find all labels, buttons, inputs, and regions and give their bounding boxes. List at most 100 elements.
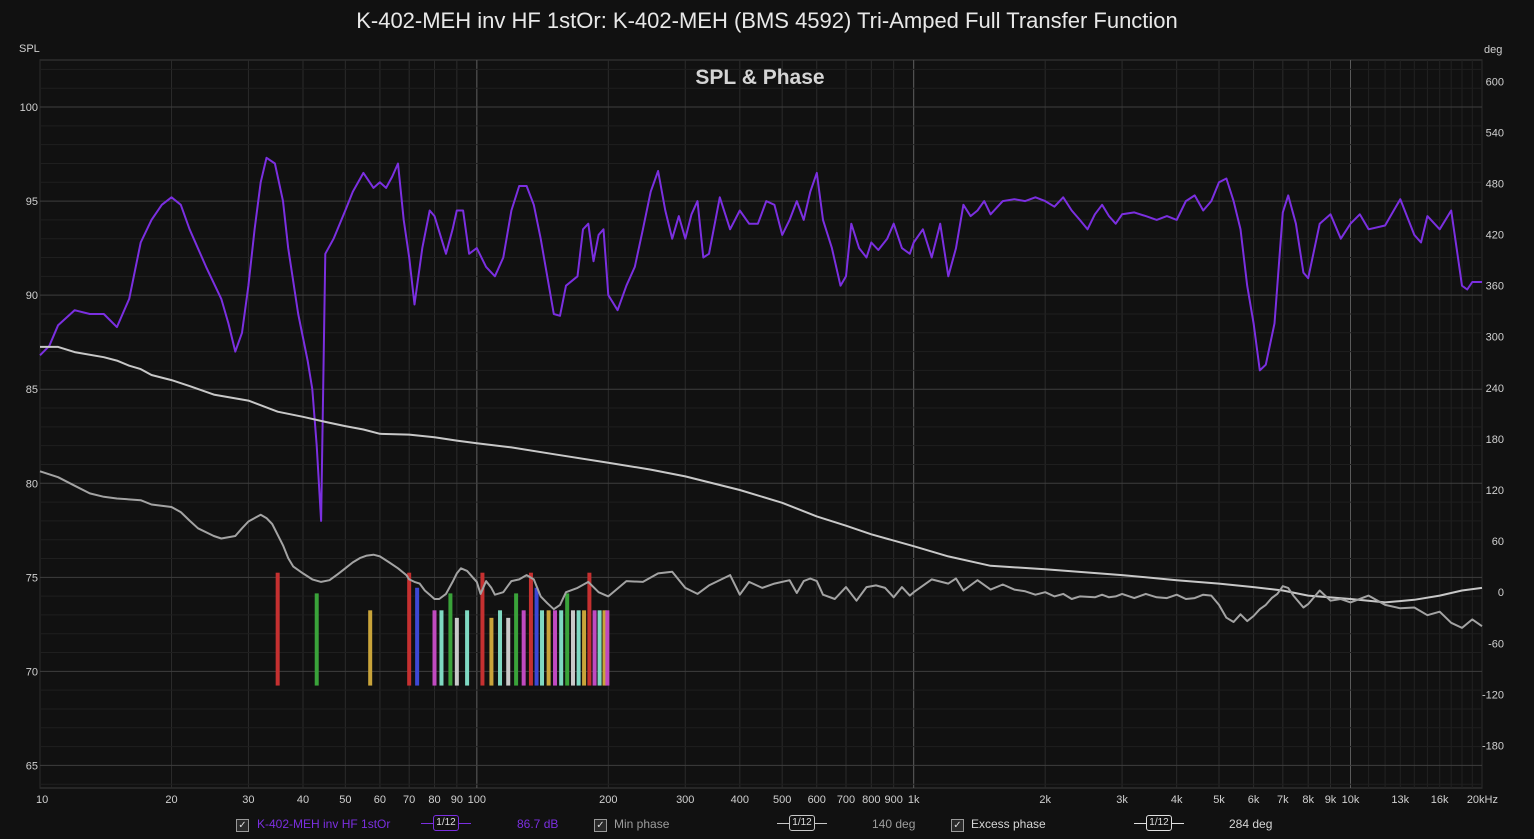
x-tick-label: 3k (1116, 794, 1128, 806)
right-tick-label: -180 (1482, 740, 1504, 752)
x-tick-label: 200 (599, 794, 617, 806)
left-tick-label: 90 (26, 290, 38, 302)
bar-marker (587, 572, 592, 686)
x-tick-label: 80 (428, 794, 440, 806)
spl-smoothing-control[interactable]: 1/12 (421, 815, 471, 831)
x-tick-label: 20 (165, 794, 177, 806)
excess-phase-readout: 284 deg (1229, 817, 1273, 831)
x-tick-label: 20kHz (1467, 794, 1498, 806)
left-tick-label: 85 (26, 384, 38, 396)
bar-marker (534, 587, 539, 686)
x-tick-label: 5k (1213, 794, 1225, 806)
x-tick-label: 500 (773, 794, 791, 806)
x-tick-label: 400 (731, 794, 749, 806)
bar-marker (275, 572, 280, 686)
excess-phase-checkbox[interactable]: ✓ (951, 819, 964, 832)
x-tick-label: 100 (468, 794, 486, 806)
right-tick-label: 0 (1498, 587, 1504, 599)
bar-marker (559, 610, 564, 686)
left-tick-label: 80 (26, 478, 38, 490)
bar-marker (605, 610, 610, 686)
plot-background (39, 59, 1483, 789)
bar-marker (592, 610, 597, 686)
spl-readout: 86.7 dB (517, 817, 559, 831)
bar-marker (565, 593, 570, 686)
chart-title: K-402-MEH inv HF 1stOr: K-402-MEH (BMS 4… (356, 8, 1178, 33)
min-phase-smoothing-control[interactable]: 1/12 (777, 815, 827, 831)
x-tick-label: 900 (884, 794, 902, 806)
right-tick-label: 360 (1486, 281, 1504, 293)
right-tick-label: -60 (1488, 638, 1504, 650)
spl-smoothing-value: 1/12 (433, 815, 459, 831)
right-tick-label: 60 (1492, 536, 1504, 548)
bar-marker (439, 610, 444, 686)
bar-marker (582, 610, 587, 686)
excess-phase-smoothing-value: 1/12 (1146, 815, 1172, 831)
bar-marker (576, 610, 581, 686)
series-line-2 (39, 470, 1483, 629)
left-axis-label: SPL (19, 43, 40, 55)
x-tick-label: 9k (1325, 794, 1337, 806)
right-tick-label: 420 (1486, 230, 1504, 242)
excess-phase-legend-label: Excess phase (971, 817, 1046, 831)
bar-marker (602, 610, 607, 686)
left-axis-tick-labels: 100 95 90 85 80 75 70 65 (20, 102, 38, 772)
x-tick-label: 30 (242, 794, 254, 806)
spl-legend-label: K-402-MEH inv HF 1stOr (257, 817, 391, 831)
x-tick-label: 90 (451, 794, 463, 806)
bar-marker (521, 610, 526, 686)
x-tick-label: 50 (339, 794, 351, 806)
left-tick-label: 75 (26, 572, 38, 584)
left-tick-label: 95 (26, 196, 38, 208)
right-axis-label: deg (1484, 44, 1502, 56)
bar-marker (597, 610, 602, 686)
right-tick-label: 120 (1486, 485, 1504, 497)
x-tick-label: 8k (1302, 794, 1314, 806)
x-tick-label: 60 (374, 794, 386, 806)
bar-marker (540, 610, 545, 686)
min-phase-readout: 140 deg (872, 817, 916, 831)
subtitle: SPL & Phase (695, 66, 824, 89)
excess-phase-smoothing-control[interactable]: 1/12 (1134, 815, 1184, 831)
bar-marker (480, 572, 485, 686)
series-line-0 (39, 156, 1482, 522)
min-phase-legend-label: Min phase (614, 817, 670, 831)
bar-marker (489, 617, 494, 686)
bar-marker (528, 572, 533, 686)
right-tick-label: 600 (1486, 76, 1504, 88)
bar-marker (448, 593, 453, 686)
bar-marker (415, 587, 420, 686)
left-tick-label: 65 (26, 760, 38, 772)
series-lines (39, 156, 1483, 629)
min-phase-checkbox[interactable]: ✓ (594, 819, 607, 832)
x-tick-label: 4k (1171, 794, 1183, 806)
left-tick-label: 100 (20, 102, 38, 114)
bar-marker (514, 593, 519, 686)
bar-markers (275, 572, 610, 686)
x-tick-label: 10k (1342, 794, 1360, 806)
x-tick-label: 6k (1248, 794, 1260, 806)
x-tick-label: 16k (1431, 794, 1449, 806)
right-tick-label: 540 (1486, 127, 1504, 139)
bar-marker (454, 617, 459, 686)
x-tick-label: 300 (676, 794, 694, 806)
x-tick-label: 13k (1391, 794, 1409, 806)
x-tick-label: 700 (837, 794, 855, 806)
x-tick-label: 600 (808, 794, 826, 806)
left-tick-label: 70 (26, 666, 38, 678)
bar-marker (368, 610, 373, 686)
x-tick-label: 7k (1277, 794, 1289, 806)
bar-marker (570, 610, 575, 686)
x-tick-label: 70 (403, 794, 415, 806)
right-tick-label: 300 (1486, 332, 1504, 344)
right-tick-label: -120 (1482, 689, 1504, 701)
min-phase-smoothing-value: 1/12 (789, 815, 815, 831)
right-tick-label: 480 (1486, 178, 1504, 190)
bar-marker (314, 593, 319, 686)
spl-checkbox[interactable]: ✓ (236, 819, 249, 832)
bar-marker (506, 617, 511, 686)
x-tick-label: 40 (297, 794, 309, 806)
right-axis-tick-labels: 600540480420360300240180120600-60-120-18… (1482, 76, 1504, 752)
bar-marker (432, 610, 437, 686)
